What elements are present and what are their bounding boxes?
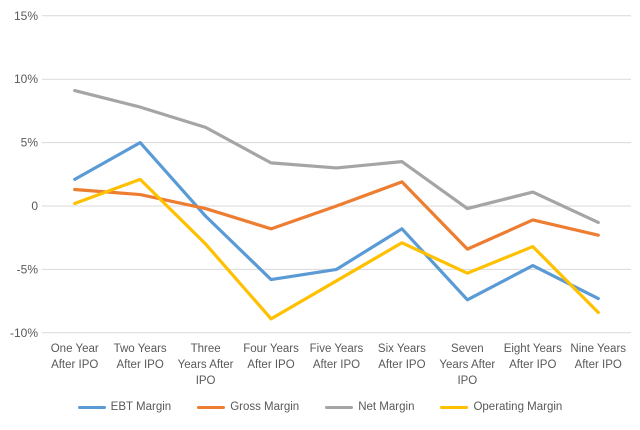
x-axis-label: Five Years After IPO [304,339,369,389]
legend-label: EBT Margin [110,401,172,413]
legend-item-ebt-margin: EBT Margin [77,401,172,413]
y-axis-tick-label: -10% [10,326,38,340]
x-axis-label-line: Seven [451,343,484,355]
legend-swatch-icon [440,405,469,409]
x-axis-label-line: After IPO [116,359,164,371]
y-axis-tick-label: 0 [31,199,38,213]
y-axis-tick-label: -5% [17,262,39,276]
x-axis-label-line: After IPO [378,359,426,371]
legend-label: Net Margin [358,401,415,413]
series-line-operating-margin [73,177,600,321]
legend-label: Gross Margin [230,401,300,413]
x-axis-label-line: After IPO [509,359,557,371]
x-axis-label-line: Three [190,343,221,355]
series-line-net-margin [73,89,600,225]
chart-legend: EBT Margin Gross Margin Net Margin Operatin… [0,401,640,413]
legend-label: Operating Margin [473,401,563,413]
x-axis-label-line: Two Years [113,343,167,355]
x-axis-label-line: IPO [195,375,216,387]
x-axis-label: Nine Years After IPO [566,339,631,389]
x-axis-label-line: One Year [50,343,99,355]
x-axis-label: Six Years After IPO [369,339,434,389]
x-axis: One Year After IPO Two Years After IPO Three… [42,339,631,389]
x-axis-label-line: Years After [439,359,496,371]
plot-area: 15% 10% 5% 0 -5% -10% [10,9,631,340]
legend-item-gross-margin: Gross Margin [197,401,299,413]
x-axis-label-line: After IPO [312,359,361,371]
x-axis-label: One Year After IPO [42,339,107,389]
x-axis-label-line: Five Years [309,343,364,355]
legend-item-operating-margin: Operating Margin [440,401,562,413]
x-axis-label-line: Nine Years [570,343,627,355]
x-axis-label-line: After IPO [51,359,99,371]
series-line-ebt-margin [73,141,600,302]
y-axis-tick-label: 15% [14,9,38,23]
x-axis-label: Four Years After IPO [238,339,303,389]
x-axis-label-line: Six Years [377,343,426,355]
x-axis-label-line: IPO [457,375,478,387]
x-axis-label-line: Eight Years [503,343,562,355]
x-axis-label-line: Four Years [243,343,299,355]
legend-swatch-icon [197,405,226,409]
x-axis-label-line: Years After [177,359,234,371]
x-axis-label: Eight Years After IPO [500,339,565,389]
legend-swatch-icon [325,405,354,409]
y-axis-tick-label: 10% [14,72,38,86]
x-axis-label: Three Years After IPO [173,339,238,389]
legend-item-net-margin: Net Margin [325,401,414,413]
y-axis-tick-label: 5% [21,136,39,150]
x-axis-label-line: After IPO [574,359,622,371]
x-axis-label: Two Years After IPO [107,339,172,389]
x-axis-label: Seven Years After IPO [435,339,500,389]
legend-swatch-icon [77,405,106,409]
x-axis-label-line: After IPO [247,359,295,371]
